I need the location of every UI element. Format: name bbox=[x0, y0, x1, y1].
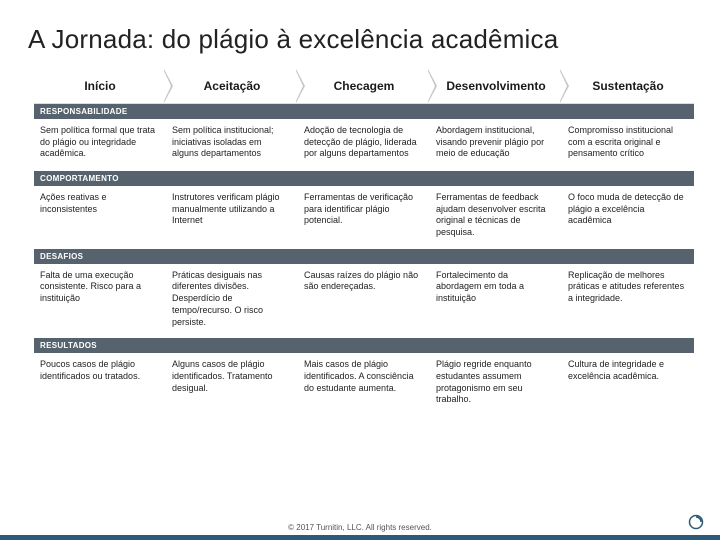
cell: Sem política formal que trata do plágio … bbox=[34, 119, 166, 171]
section-comportamento: COMPORTAMENTO bbox=[34, 171, 694, 186]
cell: Ações reativas e inconsistentes bbox=[34, 186, 166, 249]
cell: Adoção de tecnologia de detecção de plág… bbox=[298, 119, 430, 171]
cell: Ferramentas de feedback ajudam desenvolv… bbox=[430, 186, 562, 249]
cell: Abordagem institucional, visando preveni… bbox=[430, 119, 562, 171]
cell: Instrutores verificam plágio manualmente… bbox=[166, 186, 298, 249]
cell: O foco muda de detecção de plágio a exce… bbox=[562, 186, 694, 249]
cell: Plágio regride enquanto estudantes assum… bbox=[430, 353, 562, 416]
col-label: Checagem bbox=[334, 79, 395, 93]
col-aceitacao: Aceitação bbox=[166, 69, 298, 103]
section-resultados: RESULTADOS bbox=[34, 338, 694, 353]
section-desafios: DESAFIOS bbox=[34, 249, 694, 264]
cell: Práticas desiguais nas diferentes divisõ… bbox=[166, 264, 298, 338]
section-responsabilidade: RESPONSABILIDADE bbox=[34, 104, 694, 119]
cell: Falta de uma execução consistente. Risco… bbox=[34, 264, 166, 338]
bottom-accent-bar bbox=[0, 535, 720, 540]
col-label: Desenvolvimento bbox=[446, 79, 545, 93]
cell: Fortalecimento da abordagem em toda a in… bbox=[430, 264, 562, 338]
turnitin-logo-icon bbox=[688, 514, 704, 530]
col-sustentacao: Sustentação bbox=[562, 69, 694, 103]
col-label: Sustentação bbox=[592, 79, 663, 93]
cell: Replicação de melhores práticas e atitud… bbox=[562, 264, 694, 338]
cell: Ferramentas de verificação para identifi… bbox=[298, 186, 430, 249]
page-title: A Jornada: do plágio à excelência acadêm… bbox=[28, 24, 692, 55]
slide: A Jornada: do plágio à excelência acadêm… bbox=[0, 0, 720, 540]
col-label: Início bbox=[84, 79, 115, 93]
footer-copyright: © 2017 Turnitin, LLC. All rights reserve… bbox=[0, 523, 720, 532]
cell: Poucos casos de plágio identificados ou … bbox=[34, 353, 166, 416]
cell: Mais casos de plágio identificados. A co… bbox=[298, 353, 430, 416]
cell: Alguns casos de plágio identificados. Tr… bbox=[166, 353, 298, 416]
column-headers: Início Aceitação Checagem Desenvolviment… bbox=[34, 69, 694, 104]
col-desenvolvimento: Desenvolvimento bbox=[430, 69, 562, 103]
col-inicio: Início bbox=[34, 69, 166, 103]
cell: Compromisso institucional com a escrita … bbox=[562, 119, 694, 171]
cell: Causas raízes do plágio não são endereça… bbox=[298, 264, 430, 338]
cell: Cultura de integridade e excelência acad… bbox=[562, 353, 694, 416]
col-checagem: Checagem bbox=[298, 69, 430, 103]
journey-grid: Início Aceitação Checagem Desenvolviment… bbox=[34, 69, 694, 416]
cell: Sem política institucional; iniciativas … bbox=[166, 119, 298, 171]
col-label: Aceitação bbox=[204, 79, 261, 93]
